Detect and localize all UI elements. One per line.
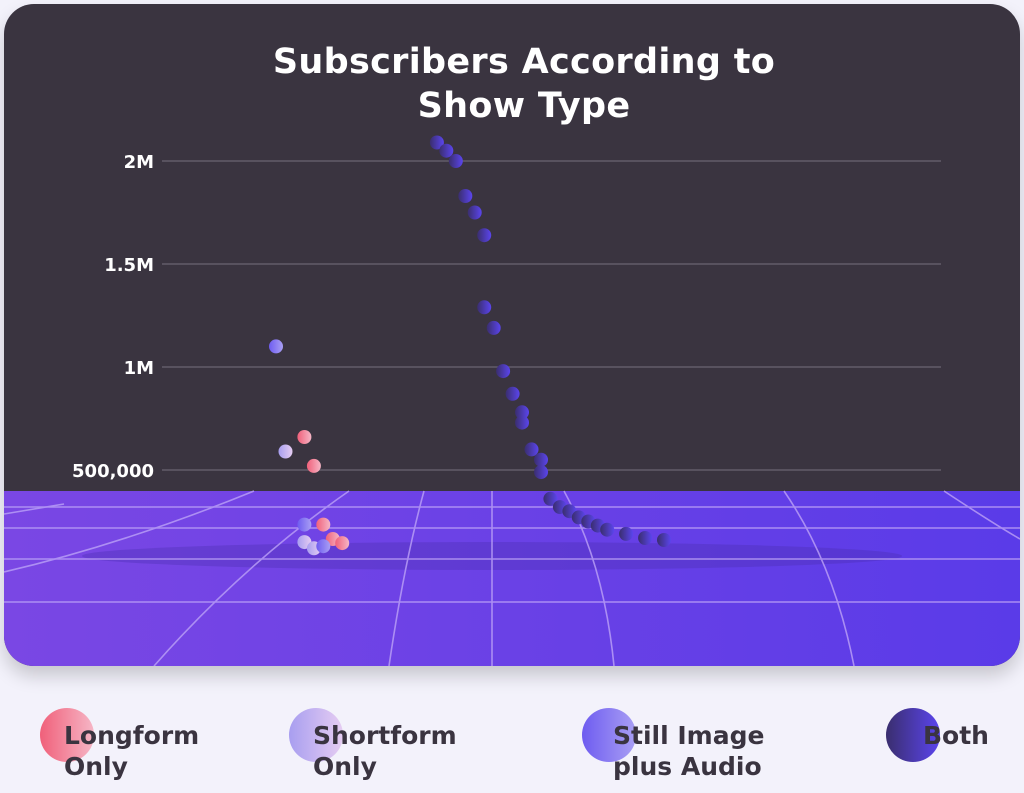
data-point-shortform-only — [278, 444, 293, 459]
data-point-both — [600, 522, 615, 537]
legend-label-shortform-line-2: Only — [313, 752, 377, 781]
data-point-both — [657, 533, 671, 547]
data-point-both — [496, 364, 511, 379]
data-point-longform-only — [335, 536, 350, 551]
data-point-both — [486, 320, 501, 335]
chart-plot: 500,000 1M 1.5M 2M — [4, 135, 1020, 666]
chart-card: 500,000 1M 1.5M 2M Subscribers According t — [4, 4, 1020, 666]
data-point-both — [638, 531, 653, 545]
y-tick-label: 1M — [124, 358, 154, 379]
data-point-both — [458, 189, 473, 203]
legend-label-longform-line-1: Longform — [64, 721, 200, 750]
still-image-swatch-icon — [582, 708, 636, 762]
legend-label-shortform-line-1: Shortform — [313, 721, 457, 750]
legend-label-shortform: Shortform Only — [313, 720, 457, 782]
legend-label-longform: Longform Only — [64, 720, 199, 782]
chart-title-line-1: Subscribers According to — [272, 42, 776, 82]
data-point-both — [505, 386, 520, 401]
data-point-both — [467, 205, 482, 220]
chart-title: Subscribers According to Show Type — [4, 40, 1020, 128]
grid-lines — [162, 160, 941, 471]
y-tick-label: 2M — [124, 152, 154, 173]
data-point-both — [477, 228, 492, 243]
legend-label-both-line-1: Both — [923, 721, 989, 750]
data-point-both — [439, 143, 454, 158]
data-point-both — [534, 452, 548, 467]
longform-swatch-icon — [40, 708, 94, 762]
data-point-both — [429, 135, 444, 150]
legend-label-both: Both — [923, 720, 989, 751]
data-point-both — [515, 405, 529, 420]
data-point-both — [448, 154, 463, 168]
legend-item-shortform: Shortform Only — [289, 700, 489, 790]
y-tick-label: 500,000 — [72, 461, 154, 482]
data-point-both — [543, 491, 558, 506]
data-point-longform-only — [316, 517, 331, 532]
floor-plane — [4, 490, 1020, 666]
shortform-swatch-icon — [289, 708, 343, 762]
data-point-still-image-plus-audio — [297, 517, 312, 532]
both-swatch-icon — [886, 708, 940, 762]
data-point-longform-only — [297, 430, 312, 444]
y-tick-label: 1.5M — [104, 255, 154, 276]
scatter-points — [269, 135, 671, 556]
chart-legend: Longform Only Shortform Only Still Image… — [0, 700, 1024, 793]
y-axis-ticks: 500,000 1M 1.5M 2M — [72, 152, 154, 482]
legend-label-still-image-line-1: Still Image — [613, 721, 765, 750]
data-point-both — [477, 300, 492, 315]
legend-item-both: Both — [886, 700, 1006, 790]
data-point-longform-only — [306, 458, 321, 473]
legend-label-still-image-line-2: plus Audio — [613, 752, 762, 781]
data-point-still-image-plus-audio — [316, 539, 331, 554]
data-point-both — [524, 442, 539, 457]
data-point-both — [515, 415, 529, 430]
chart-title-line-2: Show Type — [417, 86, 631, 126]
legend-label-still-image: Still Image plus Audio — [613, 720, 764, 782]
legend-label-longform-line-2: Only — [64, 752, 128, 781]
data-point-still-image-plus-audio — [269, 339, 283, 354]
data-point-both — [619, 526, 634, 541]
data-point-both — [534, 465, 548, 480]
legend-item-still-image: Still Image plus Audio — [582, 700, 802, 790]
legend-item-longform: Longform Only — [40, 700, 240, 790]
